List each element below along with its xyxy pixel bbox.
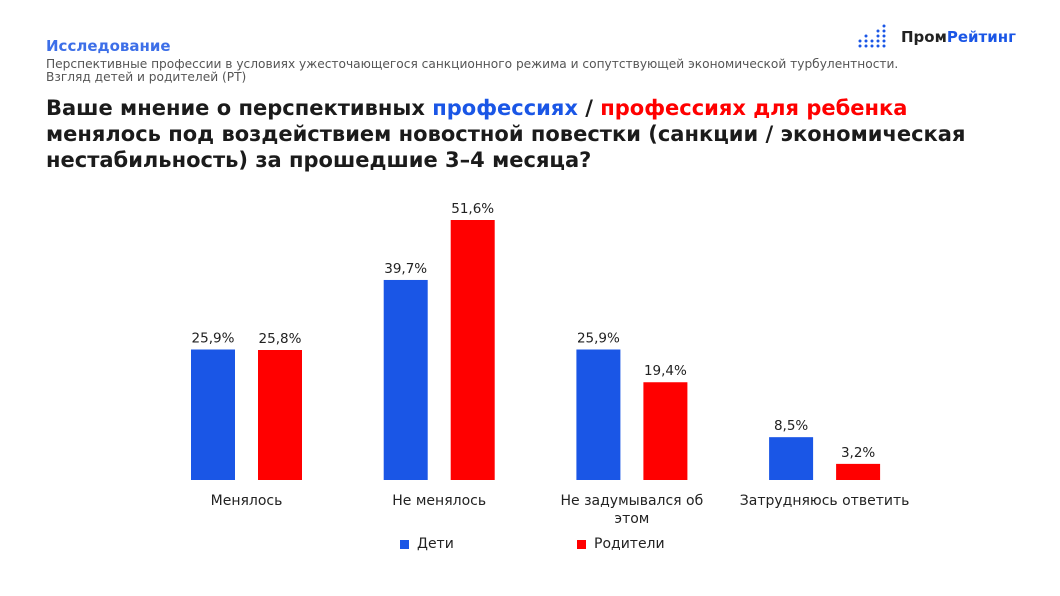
bar <box>191 349 235 480</box>
title-blue: профессиях <box>432 96 578 120</box>
category-label: Затрудняюсь ответить <box>740 493 910 509</box>
category-label: Не задумывался об <box>561 493 704 509</box>
bar <box>450 220 495 480</box>
legend-label: Родители <box>594 536 665 552</box>
data-label: 25,9% <box>577 330 620 346</box>
subtitle-line-1: Перспективные профессии в условиях ужест… <box>46 57 899 71</box>
bar <box>258 350 302 480</box>
data-label: 8,5% <box>774 418 808 434</box>
legend-item-children: Дети <box>400 536 454 552</box>
title-part-2: менялось под воздействием новостной пове… <box>46 122 966 172</box>
data-label: 19,4% <box>644 363 687 379</box>
legend-item-parents: Родители <box>577 536 665 552</box>
title-red: профессиях для ребенка <box>600 96 908 120</box>
legend-swatch-red <box>577 539 586 549</box>
logo-text-blue: Рейтинг <box>946 28 1016 46</box>
bar <box>836 463 881 480</box>
page-title: Ваше мнение о перспективных профессиях /… <box>46 95 1026 173</box>
category-label: этом <box>614 511 649 527</box>
logo: ПромРейтинг <box>857 22 1016 52</box>
data-label: 51,6% <box>451 201 494 217</box>
bar <box>643 382 688 480</box>
subtitle-line-2: Взгляд детей и родителей (РТ) <box>46 70 247 84</box>
data-label: 39,7% <box>384 261 427 277</box>
title-part-1: Ваше мнение о перспективных <box>46 96 433 120</box>
logo-text-dark: Пром <box>901 28 947 46</box>
bar <box>769 437 814 480</box>
category-label: Не менялось <box>392 493 486 509</box>
subtitle: Перспективные профессии в условиях ужест… <box>46 58 1006 84</box>
logo-dots-icon <box>858 24 886 48</box>
category-label: Менялось <box>211 493 283 509</box>
bar <box>383 279 428 480</box>
section-kicker: Исследование <box>46 37 171 55</box>
data-label: 25,8% <box>259 331 302 347</box>
logo-text: ПромРейтинг <box>901 28 1016 46</box>
legend-label: Дети <box>417 536 454 552</box>
bar <box>576 349 621 480</box>
data-label: 3,2% <box>841 445 875 461</box>
title-separator: / <box>577 96 601 120</box>
data-label: 25,9% <box>192 330 235 346</box>
legend-swatch-blue <box>400 539 409 549</box>
